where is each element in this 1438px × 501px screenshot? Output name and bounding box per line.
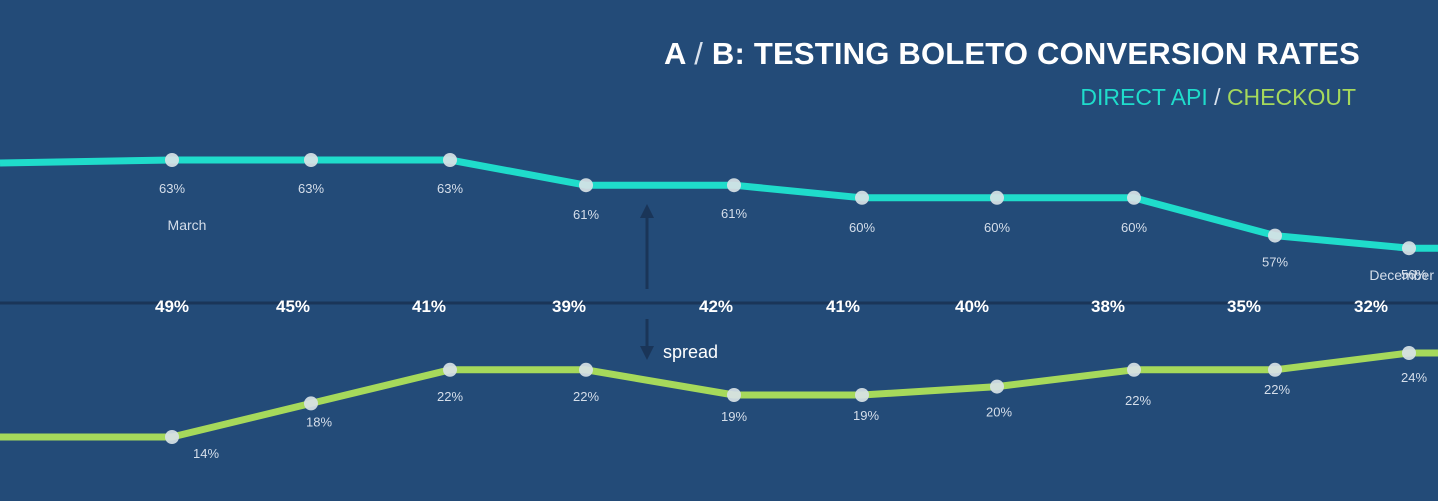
spread-value: 40%	[955, 297, 989, 316]
direct-api-point	[443, 153, 457, 167]
checkout-point	[579, 362, 593, 377]
spread-value: 41%	[412, 297, 446, 316]
checkout-value-label: 20%	[986, 405, 1012, 420]
direct-api-point	[727, 178, 741, 193]
checkout-point	[727, 388, 741, 402]
x-start-label: March	[168, 217, 207, 233]
direct-api-point	[1127, 190, 1141, 205]
spread-value: 39%	[552, 297, 586, 316]
direct-api-value-label: 63%	[298, 181, 324, 196]
direct-api-value-label: 56%	[1401, 267, 1427, 282]
spread-value: 42%	[699, 297, 733, 316]
series-direct-api: 63% 63% 63% 61% 61% 60% 60% 60% 57% 56%	[0, 153, 1438, 282]
direct-api-point	[1402, 241, 1416, 256]
checkout-point	[304, 396, 318, 411]
checkout-value-label: 14%	[193, 446, 219, 461]
legend-slash: /	[1214, 84, 1221, 110]
checkout-point	[990, 379, 1004, 394]
spread-values: 49% 45% 41% 39% 42% 41% 40% 38% 35% 32%	[155, 297, 1388, 316]
checkout-point	[1402, 346, 1416, 360]
checkout-value-label: 24%	[1401, 370, 1427, 385]
checkout-point	[1127, 362, 1141, 377]
spread-arrow-down	[640, 319, 654, 360]
checkout-point	[165, 430, 179, 444]
direct-api-line	[0, 156, 1438, 252]
legend-checkout: CHECKOUT	[1226, 84, 1356, 110]
direct-api-value-label: 61%	[721, 206, 747, 221]
checkout-value-label: 22%	[1264, 382, 1290, 397]
direct-api-point	[1268, 228, 1282, 243]
spread-value: 32%	[1354, 297, 1388, 316]
title-slash: /	[694, 36, 704, 71]
direct-api-point	[579, 178, 593, 193]
direct-api-value-label: 63%	[437, 181, 463, 196]
chart-title: A / B: TESTING BOLETO CONVERSION RATES	[664, 36, 1360, 72]
title-part-b: B: TESTING BOLETO CONVERSION RATES	[711, 36, 1360, 71]
checkout-value-label: 22%	[573, 389, 599, 404]
direct-api-value-label: 60%	[984, 220, 1010, 235]
direct-api-value-label: 57%	[1262, 255, 1288, 270]
direct-api-point	[304, 153, 318, 167]
x-end-label: December	[1369, 267, 1434, 283]
spread-arrow-up	[640, 204, 654, 289]
direct-api-point	[855, 190, 869, 205]
checkout-value-label: 19%	[721, 409, 747, 424]
spread-value: 38%	[1091, 297, 1125, 316]
checkout-point	[855, 388, 869, 402]
checkout-value-label: 22%	[437, 389, 463, 404]
spread-value: 35%	[1227, 297, 1261, 316]
checkout-value-label: 19%	[853, 408, 879, 423]
spread-value: 49%	[155, 297, 189, 316]
checkout-point	[1268, 362, 1282, 377]
direct-api-point	[165, 153, 179, 167]
title-part-a: A	[663, 36, 686, 71]
checkout-value-label: 22%	[1125, 393, 1151, 408]
chart-subtitle: DIRECT API / CHECKOUT	[1080, 84, 1356, 111]
checkout-line	[0, 349, 1438, 441]
spread-value: 41%	[826, 297, 860, 316]
checkout-point	[443, 362, 457, 377]
series-checkout: 14% 18% 22% 22% 19% 19% 20% 22% 22% 24%	[0, 346, 1438, 461]
direct-api-value-label: 60%	[1121, 220, 1147, 235]
spread-label: spread	[663, 342, 718, 362]
checkout-value-label: 18%	[306, 414, 332, 429]
direct-api-value-label: 61%	[573, 207, 599, 222]
x-axis-labels: March December	[168, 217, 1435, 283]
legend-direct-api: DIRECT API	[1080, 84, 1208, 110]
spread-value: 45%	[276, 297, 310, 316]
direct-api-value-label: 60%	[849, 220, 875, 235]
direct-api-value-label: 63%	[159, 181, 185, 196]
direct-api-point	[990, 190, 1004, 205]
